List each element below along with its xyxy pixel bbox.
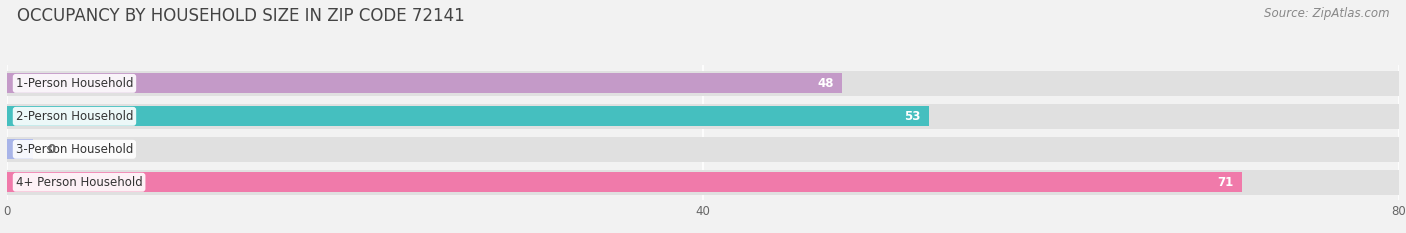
Bar xyxy=(7,106,929,126)
Text: 48: 48 xyxy=(817,77,834,90)
Bar xyxy=(7,139,34,159)
Text: 1-Person Household: 1-Person Household xyxy=(15,77,134,90)
Bar xyxy=(7,104,1399,129)
Bar xyxy=(7,172,1243,192)
Bar xyxy=(7,73,842,93)
Bar xyxy=(7,71,1399,96)
Text: Source: ZipAtlas.com: Source: ZipAtlas.com xyxy=(1264,7,1389,20)
Bar xyxy=(7,137,1399,162)
Text: OCCUPANCY BY HOUSEHOLD SIZE IN ZIP CODE 72141: OCCUPANCY BY HOUSEHOLD SIZE IN ZIP CODE … xyxy=(17,7,464,25)
Text: 2-Person Household: 2-Person Household xyxy=(15,110,134,123)
Text: 4+ Person Household: 4+ Person Household xyxy=(15,176,142,189)
Text: 71: 71 xyxy=(1218,176,1233,189)
Text: 0: 0 xyxy=(46,143,55,156)
Text: 53: 53 xyxy=(904,110,921,123)
Bar xyxy=(7,170,1399,195)
Text: 3-Person Household: 3-Person Household xyxy=(15,143,134,156)
